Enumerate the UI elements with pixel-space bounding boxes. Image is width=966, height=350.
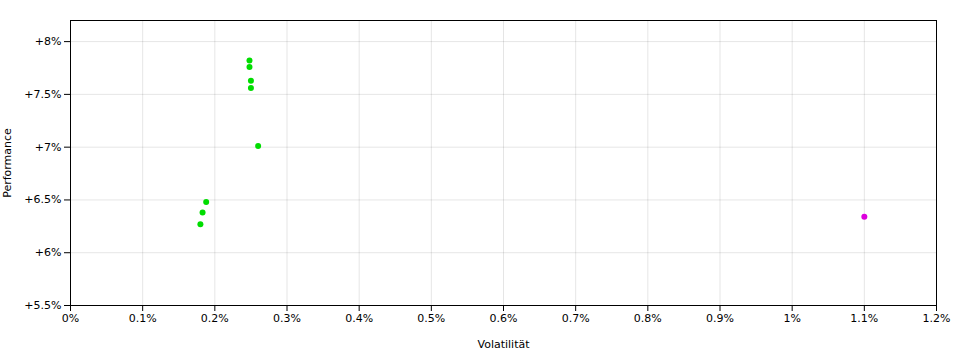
svg-text:0.7%: 0.7%	[562, 312, 590, 325]
svg-text:0%: 0%	[62, 312, 79, 325]
svg-text:1.1%: 1.1%	[850, 312, 878, 325]
svg-text:+7.5%: +7.5%	[24, 88, 61, 101]
svg-text:0.1%: 0.1%	[129, 312, 157, 325]
svg-text:0.4%: 0.4%	[345, 312, 373, 325]
svg-text:1.2%: 1.2%	[923, 312, 951, 325]
svg-text:0.3%: 0.3%	[273, 312, 301, 325]
svg-text:0.9%: 0.9%	[706, 312, 734, 325]
svg-text:+7%: +7%	[35, 141, 62, 154]
svg-text:0.2%: 0.2%	[201, 312, 229, 325]
svg-text:0.8%: 0.8%	[634, 312, 662, 325]
svg-text:Volatilität: Volatilität	[477, 338, 530, 350]
svg-text:1%: 1%	[783, 312, 800, 325]
svg-text:0.5%: 0.5%	[417, 312, 445, 325]
svg-text:0.6%: 0.6%	[490, 312, 518, 325]
svg-text:+5.5%: +5.5%	[24, 299, 61, 312]
svg-text:+6.5%: +6.5%	[24, 193, 61, 206]
svg-text:+8%: +8%	[35, 35, 62, 48]
svg-text:+6%: +6%	[35, 246, 62, 259]
svg-text:Performance: Performance	[1, 128, 14, 198]
